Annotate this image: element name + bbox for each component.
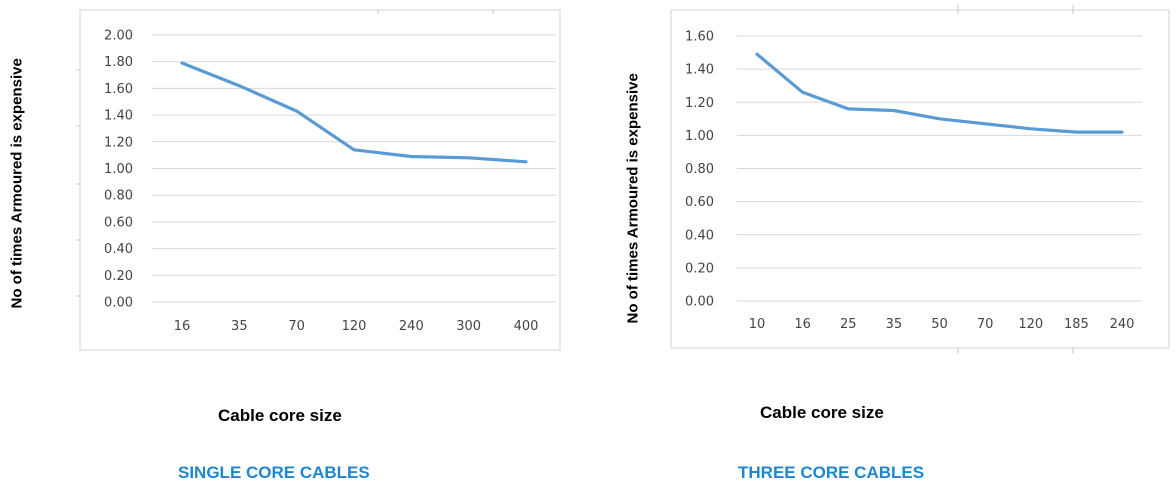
x-axis-title: Cable core size — [760, 403, 884, 422]
x-tick-label: 240 — [1110, 317, 1135, 332]
single-core-chart-panel: 0.00 0.20 0.40 0.60 0.80 1.00 1.20 1.40 1.60 1.80… — [8, 9, 561, 482]
y-tick-label: 0.60 — [685, 195, 714, 210]
x-tick-label: 16 — [794, 317, 811, 332]
single-core-chart: 0.00 0.20 0.40 0.60 0.80 1.00 1.20 1.40 1.60 1.80… — [76, 9, 561, 351]
series-line — [180, 61, 528, 164]
y-tick-label: 1.60 — [104, 82, 133, 97]
y-tick-label: 1.00 — [685, 129, 714, 144]
three-core-chart: 0.00 0.20 0.40 0.60 0.80 1.00 1.20 1.40 1.60 10 16… — [670, 5, 1170, 354]
x-tick-label: 10 — [749, 317, 766, 332]
x-tick-label: 50 — [931, 317, 948, 332]
y-tick-label: 1.60 — [685, 30, 714, 45]
x-tick-label: 240 — [399, 319, 424, 334]
chart-caption: SINGLE CORE CABLES — [178, 463, 370, 482]
x-tick-label: 35 — [886, 317, 903, 332]
x-tick-label: 25 — [840, 317, 857, 332]
x-tick-label: 70 — [288, 319, 305, 334]
x-tick-label: 400 — [514, 319, 539, 334]
y-tick-label: 1.40 — [104, 109, 133, 124]
y-tick-label: 0.20 — [104, 269, 133, 284]
y-tick-label: 1.20 — [685, 96, 714, 111]
y-tick-label: 0.00 — [685, 295, 714, 310]
y-tick-label: 1.80 — [104, 55, 133, 70]
x-tick-label: 35 — [231, 319, 248, 334]
y-tick-label: 1.40 — [685, 63, 714, 78]
y-tick-label: 0.20 — [685, 261, 714, 276]
y-tick-label: 1.00 — [104, 162, 133, 177]
x-tick-label: 120 — [1018, 317, 1043, 332]
three-core-chart-panel: 0.00 0.20 0.40 0.60 0.80 1.00 1.20 1.40 1.60 10 16… — [590, 0, 1176, 483]
y-tick-label: 0.40 — [685, 228, 714, 243]
y-tick-label: 0.60 — [104, 215, 133, 230]
y-tick-label: 0.80 — [104, 189, 133, 204]
y-tick-label: 2.00 — [104, 29, 133, 44]
plot-frame — [670, 9, 1170, 349]
x-tick-label: 185 — [1064, 317, 1089, 332]
y-tick-label: 0.00 — [104, 296, 133, 311]
series-line — [755, 52, 1124, 134]
x-tick-label: 16 — [174, 319, 191, 334]
x-axis-title: Cable core size — [218, 406, 342, 425]
y-axis-title: No of times Armoured is expensive — [8, 58, 26, 309]
plot-frame — [79, 9, 561, 351]
y-tick-label: 0.40 — [104, 242, 133, 257]
chart-caption: THREE CORE CABLES — [738, 463, 925, 482]
y-tick-label: 0.80 — [685, 162, 714, 177]
y-axis-title: No of times Armoured is expensive — [624, 73, 642, 324]
y-tick-label: 1.20 — [104, 135, 133, 150]
x-tick-label: 120 — [342, 319, 367, 334]
x-tick-label: 70 — [977, 317, 994, 332]
x-tick-label: 300 — [456, 319, 481, 334]
